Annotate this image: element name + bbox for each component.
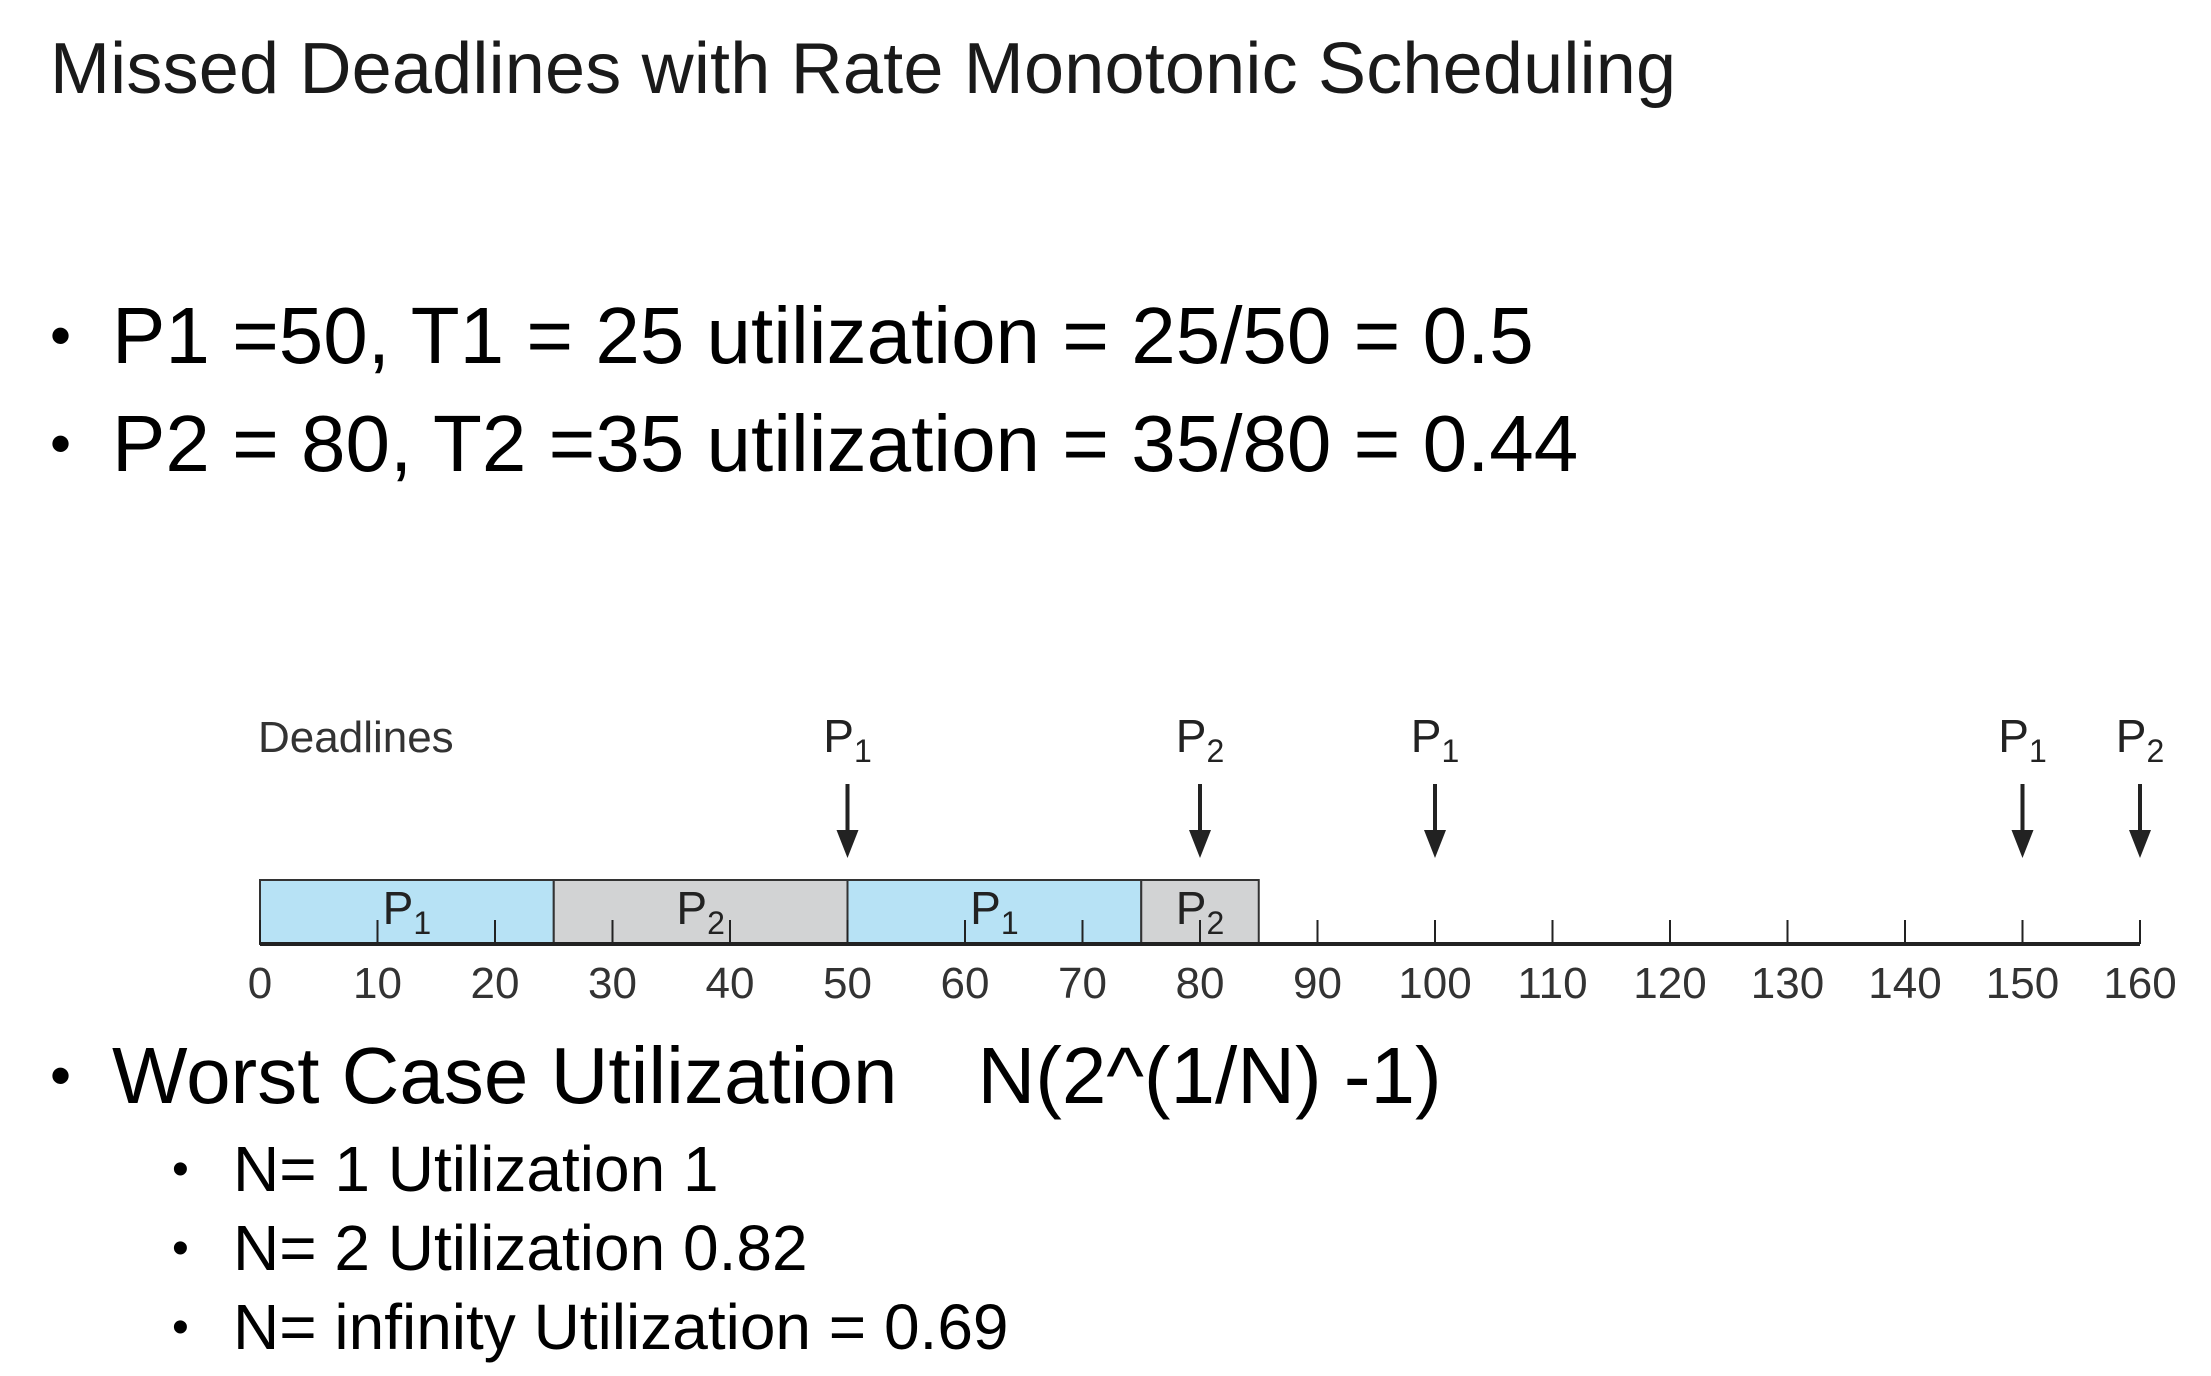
deadline-label-3: P1 (1998, 710, 2046, 769)
axis-tick-label: 40 (706, 959, 755, 1008)
axis-tick-label: 90 (1293, 959, 1342, 1008)
sub-bullet-n1-text: N= 1 Utilization 1 (233, 1133, 719, 1205)
deadline-arrow-head (1424, 830, 1446, 858)
deadlines-label: Deadlines (258, 713, 454, 762)
slide-title: Missed Deadlines with Rate Monotonic Sch… (50, 29, 1677, 109)
bullet-worst-case: • Worst Case Utilization N(2^(1/N) -1) (50, 1022, 1442, 1130)
axis-tick-label: 160 (2103, 959, 2176, 1008)
sub-bullet-ninf-text: N= infinity Utilization = 0.69 (233, 1291, 1009, 1363)
segment-label-3: P2 (1176, 882, 1224, 941)
worst-case-list: • Worst Case Utilization N(2^(1/N) -1) • N=… (50, 1022, 1442, 1367)
worst-case-formula: N(2^(1/N) -1) (977, 1031, 1442, 1120)
deadline-arrow-head (2011, 830, 2034, 858)
axis-tick-label: 70 (1058, 959, 1107, 1008)
axis-tick-label: 110 (1517, 959, 1587, 1008)
axis-tick-label: 80 (1176, 959, 1225, 1008)
bullet-p2-text: P2 = 80, T2 =35 utilization = 35/80 = 0.… (112, 399, 1579, 488)
deadline-arrow-head (1189, 830, 1211, 858)
bullet-dot: • (172, 1301, 189, 1354)
deadline-arrow-head (2129, 830, 2151, 858)
axis-tick-label: 50 (823, 959, 872, 1008)
segment-p1-0 (259, 879, 555, 945)
worst-case-sublist: • N= 1 Utilization 1 • N= 2 Utilization 0.… (50, 1130, 1442, 1367)
axis-tick-label: 120 (1633, 959, 1706, 1008)
segment-p2-1 (552, 879, 849, 945)
bullet-dot: • (50, 1042, 72, 1109)
sub-bullet-n2-text: N= 2 Utilization 0.82 (233, 1212, 808, 1284)
bullet-dot: • (50, 302, 72, 369)
sub-bullet-n1: • N= 1 Utilization 1 (50, 1130, 1442, 1209)
bullet-dot: • (172, 1222, 189, 1275)
segment-label-0: P1 (383, 882, 431, 941)
deadline-label-2: P1 (1411, 710, 1459, 769)
axis-tick-label: 100 (1398, 959, 1471, 1008)
deadline-label-1: P2 (1176, 710, 1224, 769)
axis-tick-label: 20 (471, 959, 520, 1008)
bullet-dot: • (50, 410, 72, 477)
bullet-p1-text: P1 =50, T1 = 25 utilization = 25/50 = 0.… (112, 291, 1534, 380)
bullet-p2: • P2 = 80, T2 =35 utilization = 35/80 = 0… (50, 390, 1578, 498)
axis-tick-label: 30 (588, 959, 637, 1008)
axis-tick-label: 150 (1986, 959, 2059, 1008)
axis-tick-label: 140 (1868, 959, 1941, 1008)
axis-tick-label: 10 (353, 959, 402, 1008)
axis-tick-label: 60 (941, 959, 990, 1008)
bullet-dot: • (172, 1143, 189, 1196)
segment-label-1: P2 (676, 882, 724, 941)
axis-tick-label: 0 (248, 959, 272, 1008)
deadline-label-4: P2 (2116, 710, 2164, 769)
segment-label-2: P1 (970, 882, 1018, 941)
segment-p1-2 (846, 879, 1143, 945)
worst-case-label: Worst Case Utilization (112, 1031, 898, 1120)
sub-bullet-ninf: • N= infinity Utilization = 0.69 (50, 1288, 1442, 1367)
deadline-arrow-head (836, 830, 859, 858)
deadline-label-0: P1 (823, 710, 871, 769)
bullet-p1: • P1 =50, T1 = 25 utilization = 25/50 = 0… (50, 282, 1578, 390)
axis-tick-label: 130 (1751, 959, 1824, 1008)
sub-bullet-n2: • N= 2 Utilization 0.82 (50, 1209, 1442, 1288)
utilization-list: • P1 =50, T1 = 25 utilization = 25/50 = 0… (50, 282, 1578, 498)
